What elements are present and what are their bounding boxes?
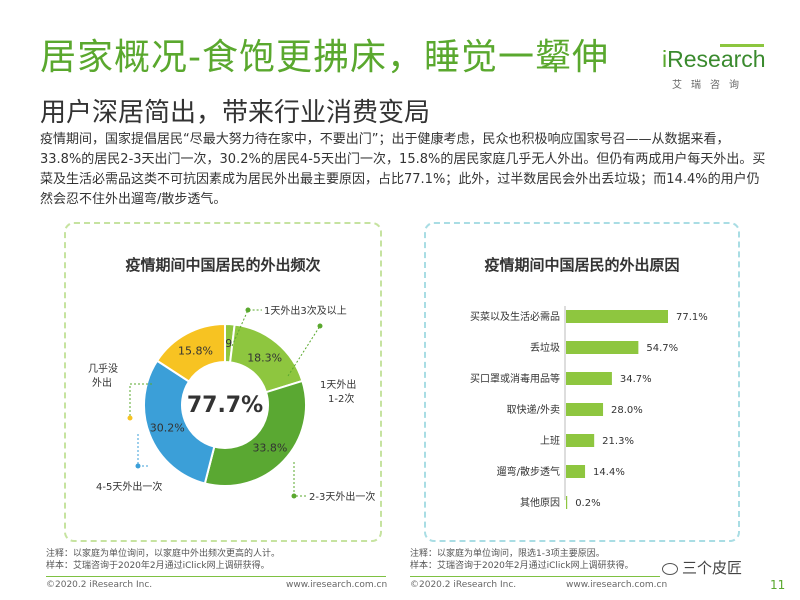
callout-dot-a (245, 307, 251, 313)
bar-category-label-6: 其他原因 (520, 496, 560, 509)
frequency-chart-title: 疫情期间中国居民的外出频次 (125, 256, 321, 274)
donut-slice-3 (143, 359, 216, 485)
logo-wordmark: iResearch (662, 46, 766, 72)
bar-category-label-1: 丢垃圾 (530, 341, 560, 354)
bar-value-label-6: 0.2% (575, 498, 600, 509)
callout-line-c (293, 462, 306, 497)
right-note-line-1: 注释：以家庭为单位询问，限选1-3项主要原因。 (410, 549, 605, 559)
wechat-account-name: 三个皮匠 (682, 559, 743, 577)
frequency-chart-panel: 疫情期间中国居民的外出频次 1.9% 18.3% 33.8% 30.2% 15.8% 7… (64, 222, 382, 542)
bar-3 (566, 403, 604, 416)
logo-accent-bar (720, 44, 764, 47)
callout-label-b2: 1-2次 (328, 392, 354, 405)
bar-value-label-3: 28.0% (611, 405, 643, 416)
callout-label-e1: 几乎没 (88, 363, 118, 375)
donut-slice-2 (203, 379, 307, 487)
callout-label-c: 2-3天外出一次 (309, 490, 375, 503)
donut-slice-4 (155, 322, 226, 383)
iresearch-logo: iResearch 艾瑞咨询 (662, 40, 772, 91)
intro-paragraph: 疫情期间，国家提倡居民“尽最大努力待在家中，不要出门”；出于健康考虑，民众也积极… (40, 132, 766, 207)
callout-dot-d (135, 463, 141, 469)
bar-value-label-2: 34.7% (620, 374, 652, 385)
bar-value-label-1: 54.7% (646, 343, 678, 354)
left-note-line-2: 样本：艾瑞咨询于2020年2月通过iClick网上调研获得。 (46, 561, 270, 571)
callout-label-a: 1天外出3次及以上 (264, 304, 347, 317)
bar-category-label-5: 遛弯/散步透气 (497, 465, 560, 478)
bar-category-label-0: 买菜以及生活必需品 (470, 310, 560, 323)
reason-bar-chart: 买菜以及生活必需品 77.1% 丢垃圾 54.7% 买口罩或消毒用品等 34.7% 取快递/… (470, 306, 708, 509)
footer-url-right[interactable]: www.iresearch.com.cn (566, 580, 668, 590)
footer-copyright-left: ©2020.2 iResearch Inc. (46, 580, 153, 590)
bar-category-label-2: 买口罩或消毒用品等 (470, 372, 560, 385)
bar-2 (566, 372, 612, 385)
bar-category-label-4: 上班 (540, 435, 560, 447)
bar-4 (566, 434, 595, 447)
wechat-watermark: 三个皮匠 (662, 557, 742, 578)
right-note: 注释：以家庭为单位询问，限选1-3项主要原因。 样本：艾瑞咨询于2020年2月通… (410, 548, 634, 572)
donut-slice-label-4: 15.8% (178, 344, 213, 357)
callout-line-d (137, 434, 150, 467)
reason-chart-panel: 疫情期间中国居民的外出原因 买菜以及生活必需品 77.1% 丢垃圾 54.7% 买口罩或… (424, 222, 740, 542)
footer-divider-right (410, 576, 660, 577)
page-title: 居家概况-食饱更拂床，睡觉一颦伸 (40, 37, 609, 78)
frequency-donut-chart: 1.9%18.3%33.8%30.2%15.8% 77.7% 1天外出3次及以上… (88, 304, 375, 503)
bar-value-label-4: 21.3% (602, 436, 634, 447)
donut-slice-label-3: 30.2% (150, 421, 185, 434)
callout-label-e2: 外出 (92, 376, 112, 389)
callout-line-e (129, 383, 152, 418)
left-note-line-1: 注释：以家庭为单位询问，以家庭中外出频次更高的人计。 (46, 549, 281, 559)
page-subtitle: 用户深居简出，带来行业消费变局 (40, 98, 431, 128)
footer-url-left[interactable]: www.iresearch.com.cn (286, 580, 388, 590)
left-note: 注释：以家庭为单位询问，以家庭中外出频次更高的人计。 样本：艾瑞咨询于2020年… (46, 548, 280, 572)
callout-line-b (287, 325, 321, 377)
bar-6 (566, 496, 568, 509)
callout-dot-b (317, 323, 323, 329)
right-note-line-2: 样本：艾瑞咨询于2020年2月通过iClick网上调研获得。 (410, 561, 634, 571)
donut-slice-label-1: 18.3% (247, 351, 282, 364)
reason-chart-title: 疫情期间中国居民的外出原因 (484, 256, 680, 274)
callout-dot-e (127, 415, 133, 421)
footer-divider-left (46, 576, 386, 577)
donut-center-label: 77.7% (187, 393, 263, 418)
wechat-icon (662, 562, 678, 575)
donut-hole (183, 363, 267, 447)
bar-value-label-0: 77.1% (676, 312, 708, 323)
bar-5 (566, 465, 586, 478)
page-number: 11 (770, 578, 786, 592)
bar-0 (566, 310, 668, 323)
bar-category-label-3: 取快递/外卖 (507, 403, 560, 416)
callout-line-a (231, 309, 262, 347)
donut-slice-label-2: 33.8% (252, 442, 287, 455)
callout-dot-c (291, 493, 297, 499)
footer-copyright-right: ©2020.2 iResearch Inc. (410, 580, 517, 590)
callout-label-b1: 1天外出 (320, 378, 356, 391)
bar-value-label-5: 14.4% (593, 467, 625, 478)
logo-chinese-name: 艾瑞咨询 (672, 80, 748, 91)
bar-1 (566, 341, 639, 354)
callout-label-d: 4-5天外出一次 (96, 480, 162, 493)
